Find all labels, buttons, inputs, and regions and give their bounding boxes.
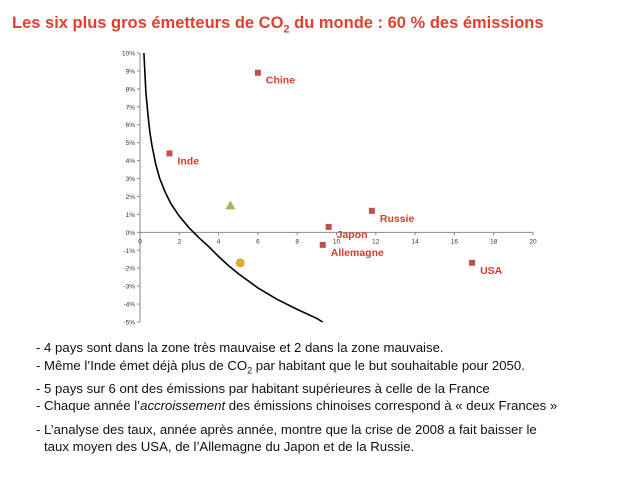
marker-square — [368, 207, 375, 214]
bullet-5: - L’analyse des taux, année après année,… — [36, 421, 537, 455]
y-tick-label: 1% — [126, 212, 136, 219]
point-label: Russie — [380, 213, 415, 225]
y-tick-label: 3% — [126, 176, 136, 183]
scatter-chart: 10% 9% 8% 7% 6% 5% 4% 3% 2% 1% 0% -1% -2% -3% -4% -5% 0… — [122, 51, 537, 327]
threshold-curve — [143, 52, 324, 323]
y-tick-label: -3% — [123, 284, 135, 291]
bullet-2: - Même l’Inde émet déjà plus de CO2 par … — [36, 357, 525, 376]
point-label: Japon — [337, 229, 368, 241]
y-tick-label: 6% — [126, 122, 136, 129]
x-axis: 0 2 4 6 8 10 12 14 16 18 20 — [138, 231, 537, 245]
point-label: Chine — [266, 75, 295, 87]
marker-circle — [235, 258, 245, 268]
y-tick-label: 2% — [126, 194, 136, 201]
x-tick-label: 8 — [295, 238, 299, 245]
marker-square — [325, 223, 332, 230]
marker-square — [319, 241, 326, 248]
y-tick-label: 5% — [126, 140, 136, 147]
bullet-list: - 4 pays sont dans la zone très mauvaise… — [36, 339, 626, 456]
point-label: Allemagne — [331, 247, 384, 259]
marker-square — [254, 69, 261, 76]
y-tick-label: -4% — [123, 302, 135, 309]
point-label: USA — [480, 265, 503, 277]
x-tick-label: 16 — [451, 238, 459, 245]
y-tick-label: -5% — [123, 320, 135, 327]
y-tick-label: 9% — [126, 68, 136, 75]
x-tick-label: 10 — [333, 238, 341, 245]
x-tick-label: 20 — [529, 238, 537, 245]
x-tick-label: 6 — [256, 238, 260, 245]
bullet-3: - 5 pays sur 6 ont des émissions par hab… — [36, 380, 490, 396]
bullet-4: - Chaque année l’accroissement des émiss… — [36, 398, 558, 414]
x-tick-label: 12 — [372, 238, 380, 245]
point-label: Inde — [177, 155, 199, 167]
y-tick-label: 10% — [122, 51, 135, 58]
y-tick-label: 7% — [126, 104, 136, 111]
marker-triangle — [225, 200, 236, 210]
x-tick-label: 2 — [177, 238, 181, 245]
page-title: Les six plus gros émetteurs de CO2 du mo… — [12, 14, 544, 36]
x-tick-label: 4 — [217, 238, 221, 245]
x-tick-label: 0 — [138, 238, 142, 245]
y-tick-label: -1% — [123, 248, 135, 255]
y-tick-label: 8% — [126, 86, 136, 93]
x-tick-label: 14 — [411, 238, 419, 245]
y-tick-label: 4% — [126, 158, 136, 165]
y-axis: 10% 9% 8% 7% 6% 5% 4% 3% 2% 1% 0% -1% -2% -3% -4% -5% — [122, 51, 141, 327]
y-tick-label: 0% — [126, 230, 136, 237]
y-tick-label: -2% — [123, 266, 135, 273]
data-points: Chine Inde Russie Japon Allemagne USA — [166, 69, 503, 277]
marker-square — [469, 259, 476, 266]
bullet-1: - 4 pays sont dans la zone très mauvaise… — [36, 340, 444, 355]
marker-square — [166, 150, 173, 157]
x-tick-label: 18 — [490, 238, 498, 245]
